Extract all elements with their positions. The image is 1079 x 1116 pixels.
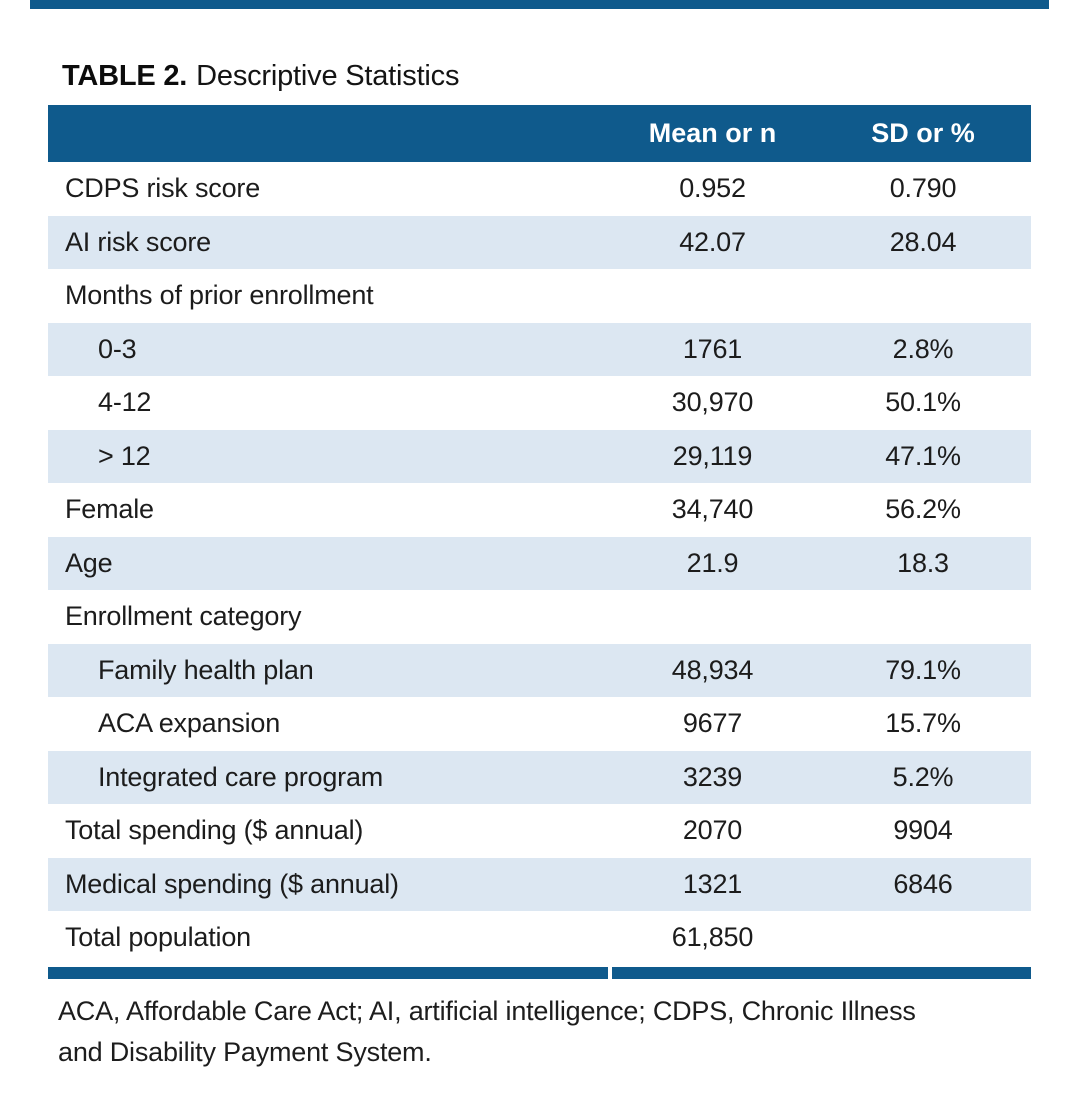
- column-header-sd-or-percent: SD or %: [871, 118, 975, 148]
- row-label: Total spending ($ annual): [65, 815, 364, 846]
- table-title: TABLE 2. Descriptive Statistics: [62, 60, 459, 93]
- row-sd-or-percent-value: 79.1%: [885, 654, 961, 685]
- table-row: Total population 61,850: [48, 911, 1031, 965]
- row-mean-or-n-value: 42.07: [679, 226, 746, 257]
- row-sd-or-percent-value: 50.1%: [885, 387, 961, 418]
- row-sd-or-percent-value: 9904: [893, 815, 953, 846]
- table-row: CDPS risk score 0.952 0.790: [48, 162, 1031, 216]
- table-row: Medical spending ($ annual) 1321 6846: [48, 857, 1031, 911]
- row-label: AI risk score: [65, 226, 211, 257]
- row-label: Family health plan: [98, 654, 314, 685]
- row-label: > 12: [98, 440, 151, 471]
- table-row: 4-12 30,970 50.1%: [48, 376, 1031, 430]
- row-mean-or-n-value: 9677: [682, 708, 743, 739]
- row-mean-or-n-value: 1761: [682, 333, 743, 364]
- row-sd-or-percent-value: 28.04: [889, 226, 957, 257]
- row-mean-or-n-value: 29,119: [672, 440, 753, 471]
- page-top-rule: [30, 0, 1049, 9]
- row-sd-or-percent-value: 6846: [893, 868, 953, 899]
- table-bottom-rule: [48, 966, 1031, 979]
- row-sd-or-percent-value: 56.2%: [885, 494, 961, 525]
- row-mean-or-n-value: 0.952: [679, 173, 746, 204]
- row-mean-or-n-value: 21.9: [686, 547, 739, 578]
- row-label: Enrollment category: [65, 601, 302, 632]
- row-sd-or-percent-value: 18.3: [897, 547, 949, 578]
- row-sd-or-percent-value: 15.7%: [885, 708, 961, 739]
- table-row: AI risk score 42.07 28.04: [48, 215, 1031, 269]
- table-row: Age 21.9 18.3: [48, 536, 1031, 590]
- row-label: Female: [65, 494, 154, 525]
- table-header-row: Mean or n SD or %: [48, 105, 1031, 162]
- row-mean-or-n-value: 61,850: [671, 922, 754, 953]
- table-body: CDPS risk score 0.952 0.790 AI risk score 42…: [48, 162, 1031, 965]
- bottom-rule-right-segment: [612, 966, 1031, 979]
- table-row: Total spending ($ annual) 2070 9904: [48, 804, 1031, 858]
- table-footnote: ACA, Affordable Care Act; AI, artificial…: [58, 991, 916, 1073]
- row-label: CDPS risk score: [65, 173, 261, 204]
- table-row: Integrated care program 3239 5.2%: [48, 750, 1031, 804]
- footnote-line-2: and Disability Payment System.: [58, 1037, 432, 1067]
- row-mean-or-n-value: 1321: [682, 868, 743, 899]
- descriptive-statistics-table: Mean or n SD or % CDPS risk score 0.952 0.…: [48, 105, 1031, 979]
- table-title-text: Descriptive Statistics: [196, 60, 460, 92]
- row-mean-or-n-value: 2070: [682, 815, 743, 846]
- row-label: Total population: [65, 922, 251, 953]
- table-row: Enrollment category: [48, 590, 1031, 644]
- row-sd-or-percent-value: 0.790: [889, 173, 957, 204]
- footnote-line-1: ACA, Affordable Care Act; AI, artificial…: [58, 996, 916, 1026]
- row-sd-or-percent-value: 2.8%: [892, 333, 954, 364]
- table-row: Months of prior enrollment: [48, 269, 1031, 323]
- row-label: 4-12: [98, 387, 152, 418]
- table-title-label: TABLE 2.: [62, 60, 188, 92]
- row-sd-or-percent-value: 47.1%: [885, 440, 961, 471]
- table-row: 0-3 1761 2.8%: [48, 322, 1031, 376]
- row-label: ACA expansion: [98, 708, 281, 739]
- row-mean-or-n-value: 48,934: [671, 654, 754, 685]
- bottom-rule-left-segment: [48, 966, 608, 979]
- row-mean-or-n-value: 34,740: [671, 494, 754, 525]
- column-header-mean-or-n: Mean or n: [648, 118, 777, 148]
- row-sd-or-percent-value: 5.2%: [892, 761, 954, 792]
- row-label: Medical spending ($ annual): [65, 868, 399, 899]
- table-row: ACA expansion 9677 15.7%: [48, 697, 1031, 751]
- table-row: Female 34,740 56.2%: [48, 483, 1031, 537]
- row-label: Months of prior enrollment: [65, 280, 374, 311]
- row-label: 0-3: [98, 333, 137, 364]
- row-label: Integrated care program: [98, 761, 384, 792]
- row-mean-or-n-value: 3239: [682, 761, 743, 792]
- table-row: > 12 29,119 47.1%: [48, 429, 1031, 483]
- row-mean-or-n-value: 30,970: [671, 387, 754, 418]
- row-label: Age: [65, 547, 113, 578]
- table-row: Family health plan 48,934 79.1%: [48, 643, 1031, 697]
